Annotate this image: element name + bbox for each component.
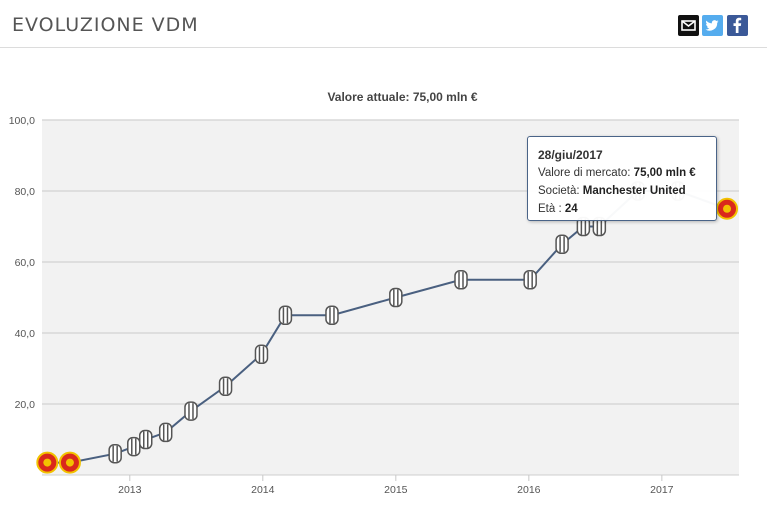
email-icon bbox=[681, 20, 696, 31]
y-tick-label: 80,0 bbox=[15, 186, 36, 198]
data-point-juventus bbox=[139, 429, 153, 450]
chart-title: Valore attuale: 75,00 mln € bbox=[327, 90, 477, 104]
tooltip-value-label: Valore di mercato: bbox=[538, 167, 631, 179]
facebook-icon bbox=[733, 17, 742, 33]
section-header: EVOLUZIONE VDM bbox=[0, 0, 767, 48]
y-tick-label: 20,0 bbox=[15, 399, 36, 411]
tooltip-value: 75,00 mln € bbox=[633, 167, 696, 179]
juventus-badge-icon bbox=[389, 287, 403, 308]
x-tick-label: 2015 bbox=[384, 484, 408, 496]
badge-center bbox=[723, 204, 732, 213]
data-point-juventus bbox=[454, 270, 468, 290]
data-point-juventus bbox=[108, 443, 122, 464]
data-point-man-utd bbox=[716, 197, 739, 220]
y-tick-label: 40,0 bbox=[15, 328, 36, 340]
juventus-badge-icon bbox=[454, 270, 468, 290]
facebook-share-button[interactable] bbox=[727, 15, 748, 36]
x-tick-label: 2013 bbox=[118, 484, 142, 496]
x-tick-label: 2016 bbox=[517, 484, 541, 496]
badge-center bbox=[43, 458, 52, 467]
tooltip-club-label: Società: bbox=[538, 185, 580, 197]
juventus-badge-icon bbox=[523, 270, 537, 290]
data-point-juventus bbox=[523, 270, 537, 290]
data-point-juventus bbox=[158, 422, 173, 443]
data-point-juventus bbox=[325, 305, 339, 325]
section-title: EVOLUZIONE VDM bbox=[12, 14, 199, 36]
juventus-badge-icon bbox=[184, 401, 198, 421]
juventus-badge-icon bbox=[158, 422, 173, 443]
juventus-badge-icon bbox=[218, 376, 233, 396]
tooltip-age: 24 bbox=[564, 203, 578, 215]
x-tick-label: 2017 bbox=[650, 484, 674, 496]
juventus-badge-icon bbox=[254, 344, 269, 365]
tooltip-age-row: Età : 24 bbox=[538, 200, 706, 218]
tooltip-value-row: Valore di mercato: 75,00 mln € bbox=[538, 164, 706, 182]
juventus-badge-icon bbox=[555, 234, 569, 254]
juventus-badge-icon bbox=[139, 429, 153, 450]
tooltip-club-row: Società: Manchester United bbox=[538, 182, 706, 200]
data-point-juventus bbox=[592, 216, 607, 237]
juventus-badge-icon bbox=[325, 305, 339, 325]
data-point-juventus bbox=[254, 344, 269, 365]
juventus-badge-icon bbox=[108, 443, 122, 464]
data-point-juventus bbox=[576, 216, 591, 237]
email-share-button[interactable] bbox=[678, 15, 699, 36]
data-point-juventus bbox=[278, 305, 293, 325]
data-point-juventus bbox=[184, 401, 198, 421]
twitter-icon bbox=[705, 20, 719, 31]
chart-tooltip: 28/giu/2017 Valore di mercato: 75,00 mln… bbox=[527, 136, 717, 221]
data-point-juventus bbox=[389, 287, 403, 308]
tooltip-club: Manchester United bbox=[582, 185, 686, 197]
data-point-man-utd bbox=[58, 451, 81, 474]
data-point-juventus bbox=[555, 234, 569, 254]
tooltip-date: 28/giu/2017 bbox=[538, 148, 603, 162]
data-point-juventus bbox=[218, 376, 233, 396]
tooltip-age-label: Età : bbox=[538, 203, 562, 215]
y-tick-label: 60,0 bbox=[15, 257, 36, 269]
twitter-share-button[interactable] bbox=[702, 15, 723, 36]
data-point-juventus bbox=[127, 436, 141, 457]
badge-center bbox=[65, 458, 74, 467]
x-tick-label: 2014 bbox=[251, 484, 275, 496]
juventus-badge-icon bbox=[127, 436, 141, 457]
y-tick-label: 100,0 bbox=[9, 115, 35, 127]
data-point-man-utd bbox=[36, 451, 59, 474]
juventus-badge-icon bbox=[278, 305, 293, 325]
